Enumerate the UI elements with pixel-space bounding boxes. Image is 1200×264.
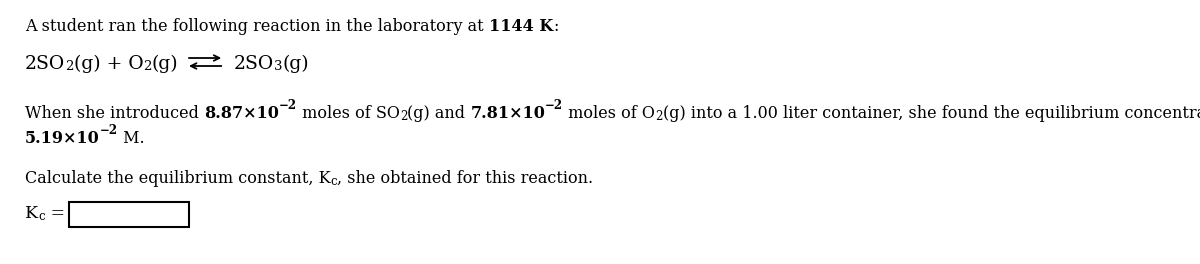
Text: Calculate the equilibrium constant, K: Calculate the equilibrium constant, K bbox=[25, 170, 331, 187]
Text: K: K bbox=[25, 205, 38, 222]
Text: 2: 2 bbox=[143, 60, 151, 73]
Text: 2SO: 2SO bbox=[234, 55, 275, 73]
Text: M.: M. bbox=[118, 130, 144, 147]
Text: A student ran the following reaction in the laboratory at: A student ran the following reaction in … bbox=[25, 18, 488, 35]
Text: (g) into a 1.00 liter container, she found the equilibrium concentration of SO: (g) into a 1.00 liter container, she fou… bbox=[662, 105, 1200, 122]
Text: c: c bbox=[38, 210, 44, 223]
Text: 5.19×10: 5.19×10 bbox=[25, 130, 100, 147]
Text: 2: 2 bbox=[655, 110, 662, 123]
Text: c: c bbox=[331, 175, 337, 188]
Text: 3: 3 bbox=[275, 60, 283, 73]
Text: 2: 2 bbox=[400, 110, 407, 123]
Text: 2SO: 2SO bbox=[25, 55, 65, 73]
Text: 7.81×10: 7.81×10 bbox=[470, 105, 545, 122]
Text: 2: 2 bbox=[65, 60, 73, 73]
Text: =: = bbox=[44, 205, 65, 222]
Text: (g): (g) bbox=[151, 55, 178, 73]
Text: :: : bbox=[553, 18, 558, 35]
Text: moles of O: moles of O bbox=[563, 105, 655, 122]
Bar bbox=[68, 202, 188, 227]
Text: (g) and: (g) and bbox=[407, 105, 470, 122]
Text: When she introduced: When she introduced bbox=[25, 105, 204, 122]
Text: moles of SO: moles of SO bbox=[298, 105, 400, 122]
Text: 1144 K: 1144 K bbox=[488, 18, 553, 35]
Text: −2: −2 bbox=[278, 99, 298, 112]
Text: (g) + O: (g) + O bbox=[73, 55, 143, 73]
Text: (g): (g) bbox=[283, 55, 310, 73]
Text: −2: −2 bbox=[100, 124, 118, 137]
Text: 8.87×10: 8.87×10 bbox=[204, 105, 278, 122]
Text: , she obtained for this reaction.: , she obtained for this reaction. bbox=[337, 170, 593, 187]
Text: −2: −2 bbox=[545, 99, 563, 112]
